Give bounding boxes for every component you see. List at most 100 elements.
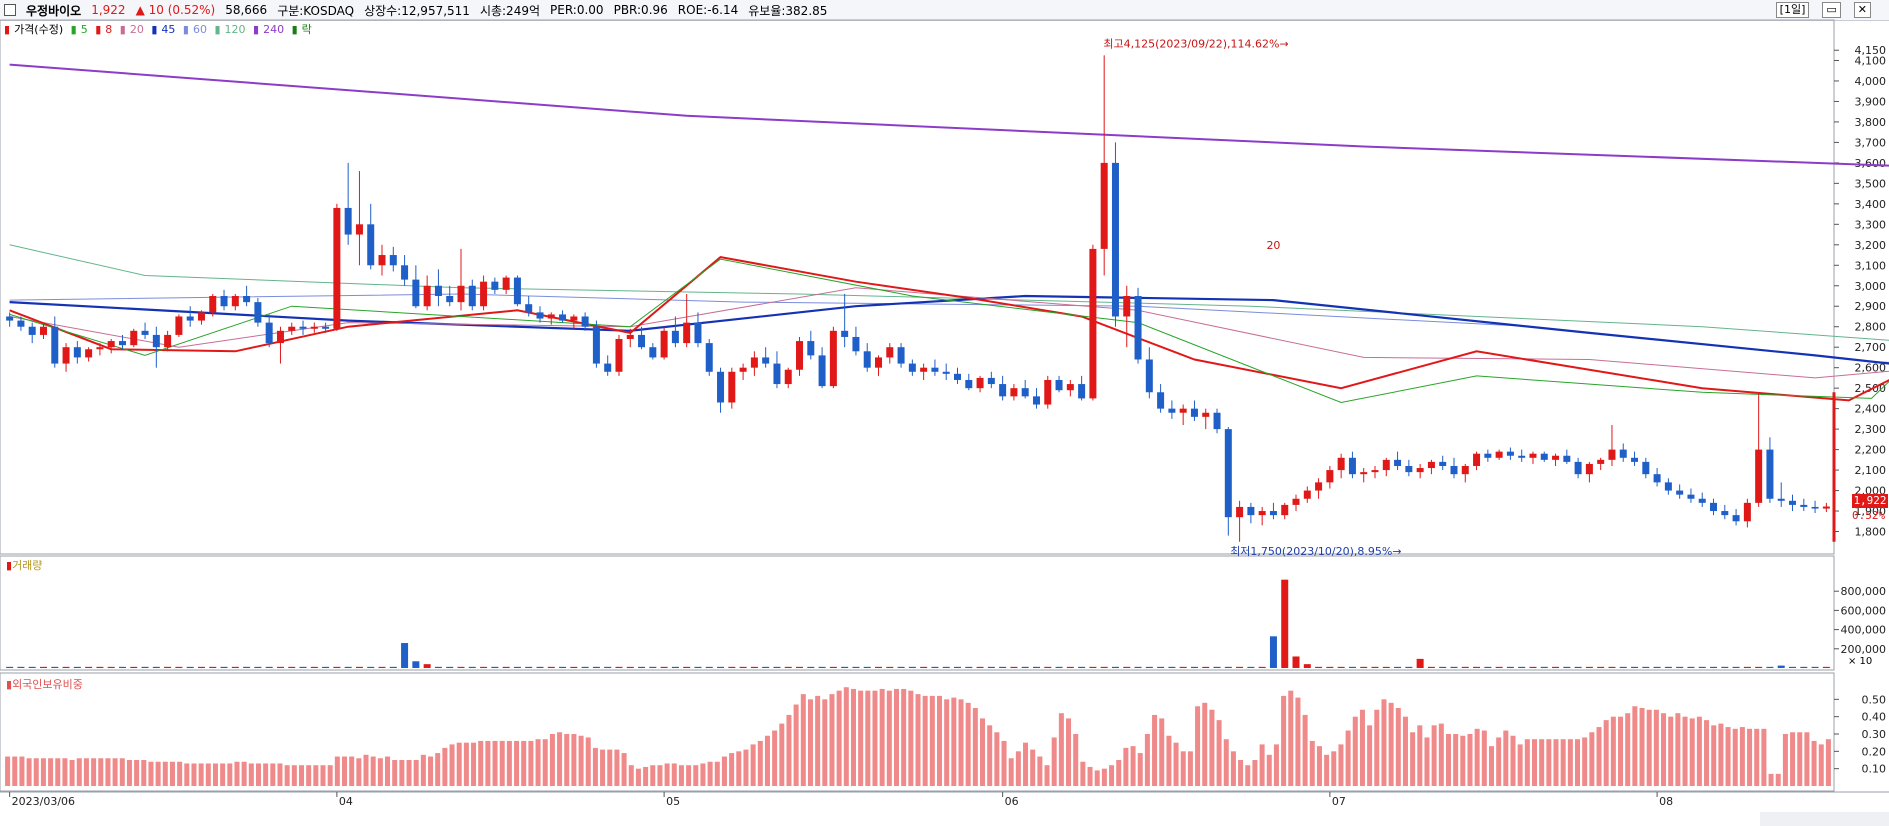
ma5-legend[interactable]: 5 [80, 23, 88, 36]
candle-body [401, 265, 409, 280]
foreign-bar [800, 694, 806, 786]
x-tick-label: 05 [666, 795, 680, 808]
foreign-bar [1395, 708, 1401, 786]
volume-bar [85, 666, 93, 668]
stock-name[interactable]: 우정바이오 [26, 3, 82, 18]
foreign-bar [693, 765, 699, 786]
foreign-bar [1445, 734, 1451, 786]
volume-bar [1631, 666, 1639, 668]
volume-bar [333, 666, 341, 668]
volume-bar [197, 666, 205, 668]
minimize-icon[interactable]: ▭ [1822, 2, 1841, 18]
candle-body [1405, 465, 1413, 473]
ma20-legend[interactable]: 20 [129, 23, 144, 36]
ma8-legend[interactable]: 8 [105, 23, 113, 36]
candle-body [322, 326, 330, 329]
foreign-bar [1682, 716, 1688, 786]
select-checkbox[interactable] [4, 4, 16, 16]
foreign-bar [1223, 739, 1229, 786]
foreign-bar [1775, 773, 1781, 786]
foreign-bar [1718, 723, 1724, 786]
foreign-bar [19, 756, 25, 786]
volume-bar [829, 666, 837, 668]
candle-body [378, 255, 386, 266]
foreign-bar [1374, 709, 1380, 786]
volume-bar [705, 666, 713, 668]
candle-body [1258, 511, 1266, 516]
candle-body [1348, 457, 1356, 475]
volume-bar [231, 666, 239, 668]
foreign-bar [1725, 727, 1731, 786]
volume-bar [276, 666, 284, 668]
foreign-bar [449, 744, 455, 786]
volume-bar [965, 666, 973, 668]
volume-bar [638, 666, 646, 668]
price-tick-label: 2,700 [1855, 341, 1887, 354]
foreign-bar [1811, 740, 1817, 786]
candle-body [367, 224, 375, 266]
candle-body [660, 330, 668, 358]
foreign-bar [1639, 708, 1645, 786]
volume-bar [401, 643, 409, 668]
candle-body [570, 316, 578, 321]
candle-body [254, 302, 262, 323]
foreign-bar [1159, 718, 1165, 786]
close-icon[interactable]: ✕ [1853, 2, 1871, 18]
volume-bar [728, 666, 736, 668]
volume-bar [750, 666, 758, 668]
foreign-bar [1675, 713, 1681, 786]
rak-legend[interactable]: 락 [301, 23, 312, 36]
price-legend-label[interactable]: 가격(수정) [14, 23, 64, 36]
volume-bar [1506, 666, 1514, 668]
foreign-bar [385, 756, 391, 786]
volume-bar [1224, 666, 1232, 668]
period-button[interactable]: [1일] [1775, 2, 1810, 18]
volume-bar [1484, 666, 1492, 668]
foreign-bar [564, 734, 570, 786]
foreign-bar [721, 756, 727, 786]
foreign-bar [392, 760, 398, 786]
ma60-legend[interactable]: 60 [192, 23, 207, 36]
foreign-bar [671, 763, 677, 786]
volume-title: 거래량 [12, 559, 43, 572]
foreign-bar [729, 753, 735, 786]
price-tick-label: 1,900 [1855, 505, 1887, 518]
volume-bar [649, 666, 657, 668]
candle-body [1416, 468, 1424, 473]
candle-body [220, 296, 228, 307]
foreign-bar [1209, 709, 1215, 786]
volume-bar [908, 666, 916, 668]
foreign-bar [1689, 718, 1695, 786]
foreign-bar [1008, 758, 1014, 786]
foreign-bar [1539, 739, 1545, 786]
volume-bar [1145, 666, 1153, 668]
volume-bar [1281, 579, 1289, 668]
volume-bar [773, 666, 781, 668]
chart-scrollbar[interactable] [1760, 812, 1889, 826]
foreign-bar [872, 690, 878, 786]
candle-body [1281, 504, 1289, 516]
x-tick-label: 04 [339, 795, 353, 808]
foreign-bar [1560, 739, 1566, 786]
candle-body [863, 351, 871, 368]
foreign-bar [614, 749, 620, 786]
volume-bar [457, 666, 465, 668]
foreign-bar [212, 763, 218, 786]
foreign-bar [55, 758, 61, 786]
ma240-legend[interactable]: 240 [263, 23, 285, 36]
volume-bar [254, 666, 262, 668]
ma60-line [9, 293, 1889, 363]
volume-bar [1743, 666, 1751, 668]
foreign-bar [1180, 751, 1186, 786]
volume-bar [1822, 666, 1830, 668]
foreign-bar [1238, 760, 1244, 786]
candle-body [953, 373, 961, 380]
candle-body [671, 330, 679, 344]
candle-body [96, 347, 104, 350]
volume-bar [604, 666, 612, 668]
ma45-legend[interactable]: 45 [161, 23, 176, 36]
foreign-bar [98, 758, 104, 786]
volume-bar [1710, 666, 1718, 668]
ma120-legend[interactable]: 120 [224, 23, 246, 36]
